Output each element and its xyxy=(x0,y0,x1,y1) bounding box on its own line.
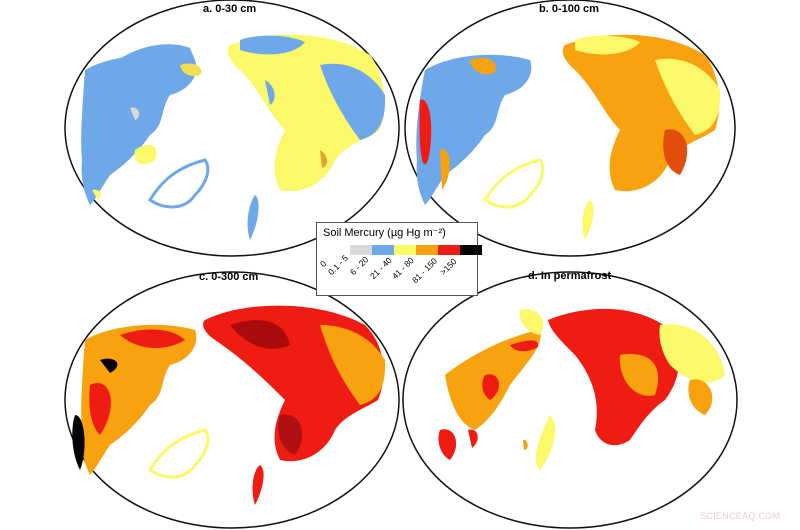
polar-map-c xyxy=(64,271,400,529)
swatch-0-1-5 xyxy=(350,245,372,255)
legend-title: Soil Mercury (µg Hg m⁻²) xyxy=(323,227,446,239)
panel-a-title: a. 0-30 cm xyxy=(203,3,257,15)
polar-map-d xyxy=(402,271,738,529)
swatch-81-150 xyxy=(438,245,460,255)
legend-label-21-40: 21 - 40 xyxy=(367,255,394,281)
swatch-41-80 xyxy=(416,245,438,255)
legend-label-gt-150: >150 xyxy=(437,256,459,277)
swatch-21-40 xyxy=(394,245,416,255)
panel-b-title: b. 0-100 cm xyxy=(539,3,599,15)
panel-c-title: c. 0-300 cm xyxy=(199,271,259,283)
legend-label-0-1-5: 0.1 - 5 xyxy=(325,252,351,277)
legend-swatches xyxy=(350,245,482,255)
map-panel-b: b. 0-100 cm xyxy=(400,0,800,265)
map-panel-c: c. 0-300 cm xyxy=(0,265,400,530)
polar-map-a xyxy=(64,0,400,257)
legend-box: Soil Mercury (µg Hg m⁻²) 0 0.1 - 5 6 - 2… xyxy=(316,222,482,296)
swatch-6-20 xyxy=(372,245,394,255)
swatch-gt-150 xyxy=(460,245,482,255)
map-panel-a: a. 0-30 cm xyxy=(0,0,400,265)
watermark: SCIENCEAQ.COM xyxy=(700,511,781,521)
panel-d-title: d. In permafrost xyxy=(528,270,612,282)
polar-map-b xyxy=(404,0,736,257)
map-panel-d: d. In permafrost xyxy=(400,265,800,530)
